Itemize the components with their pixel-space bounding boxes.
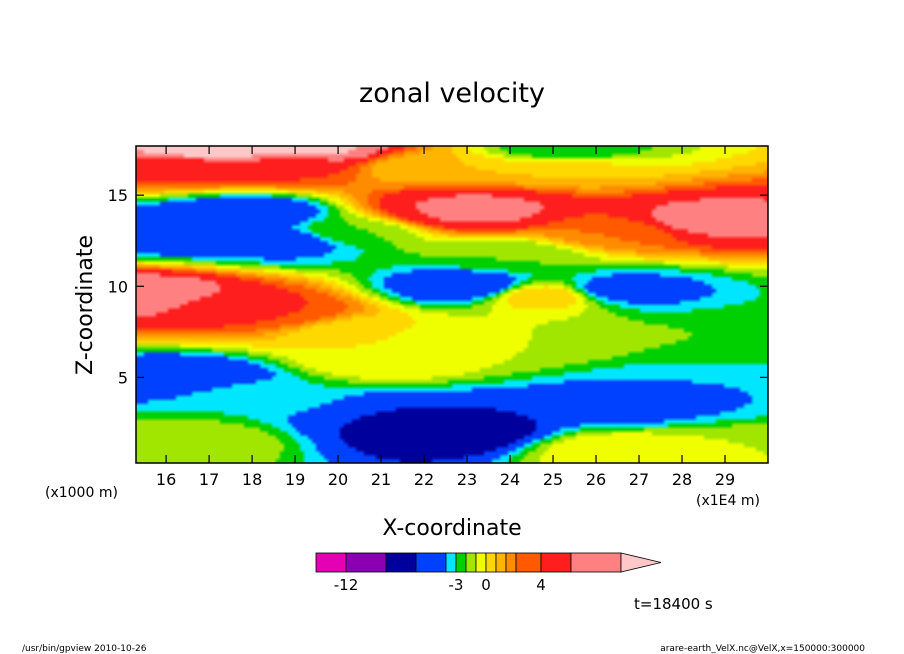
- colorbar-swatch: [315, 552, 347, 573]
- x-tick-label-21: 21: [371, 470, 391, 489]
- colorbar-tick-label--12: -12: [334, 576, 359, 594]
- time-label: t=18400 s: [634, 595, 713, 613]
- x-tick-label-19: 19: [285, 470, 305, 489]
- y-axis-label: Z-coordinate: [73, 235, 98, 375]
- colorbar-swatch: [385, 552, 417, 573]
- y-tick-label-15: 15: [108, 186, 128, 205]
- y-tick-label-10: 10: [108, 277, 128, 296]
- colorbar-tick-label-0: 0: [481, 576, 491, 594]
- x-axis: 16 17 18 19 20 21 22 23 24 25 26 27 28 29: [156, 146, 735, 489]
- plot-area: [136, 146, 768, 463]
- x-tick-label-18: 18: [242, 470, 262, 489]
- colorbar-swatch: [505, 552, 517, 573]
- y-axis: 5 10 15: [108, 186, 768, 387]
- colorbar-swatch: [515, 552, 542, 573]
- x-axis-label: X-coordinate: [382, 516, 521, 541]
- colorbar-swatch: [465, 552, 477, 573]
- x-tick-label-24: 24: [500, 470, 520, 489]
- colorbar-swatch: [445, 552, 457, 573]
- colorbar-swatch: [570, 552, 622, 573]
- x-tick-label-20: 20: [328, 470, 348, 489]
- velocity-field: [136, 146, 768, 463]
- colorbar-arrow: [620, 552, 662, 573]
- y-tick-label-5: 5: [118, 368, 128, 387]
- colorbar-swatch: [540, 552, 572, 573]
- x-tick-label-28: 28: [672, 470, 692, 489]
- x-axis-unit: (x1E4 m): [696, 493, 760, 509]
- colorbar-swatch: [475, 552, 487, 573]
- colorbar-tick-label-4: 4: [536, 576, 546, 594]
- x-tick-label-23: 23: [457, 470, 477, 489]
- footer-right: arare-earth_VelX.nc@VelX,x=150000:300000: [660, 644, 865, 654]
- x-tick-label-22: 22: [414, 470, 434, 489]
- x-tick-label-26: 26: [586, 470, 606, 489]
- colorbar-swatch: [495, 552, 507, 573]
- y-axis-unit: (x1000 m): [45, 485, 118, 501]
- footer-left: /usr/bin/gpview 2010-10-26: [22, 644, 147, 654]
- colorbar-tick-label--3: -3: [449, 576, 464, 594]
- x-tick-label-29: 29: [715, 470, 735, 489]
- colorbar: -12 -3 0 4: [315, 552, 662, 594]
- colorbar-swatch: [455, 552, 467, 573]
- colorbar-swatch: [415, 552, 447, 573]
- x-tick-label-25: 25: [543, 470, 563, 489]
- plot-frame: [135, 145, 769, 464]
- x-tick-label-27: 27: [629, 470, 649, 489]
- colorbar-swatch: [345, 552, 387, 573]
- x-tick-label-17: 17: [199, 470, 219, 489]
- chart-title: zonal velocity: [359, 78, 545, 109]
- x-tick-label-16: 16: [156, 470, 176, 489]
- colorbar-swatch: [485, 552, 497, 573]
